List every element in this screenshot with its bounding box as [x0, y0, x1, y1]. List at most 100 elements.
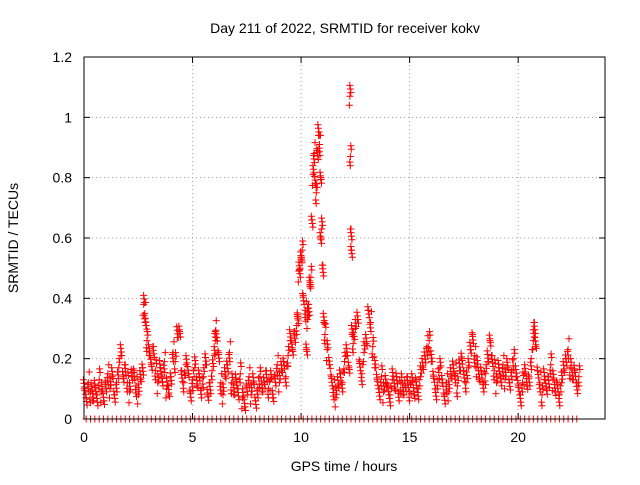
- data-point: [85, 368, 93, 376]
- data-point: [311, 159, 319, 167]
- data-point: [118, 352, 126, 360]
- data-point: [561, 369, 569, 377]
- data-point: [212, 317, 220, 325]
- data-point: [464, 375, 472, 383]
- data-point: [565, 335, 573, 343]
- data-point: [407, 381, 415, 389]
- data-point: [202, 361, 210, 369]
- data-point: [216, 358, 224, 366]
- data-point: [272, 382, 280, 390]
- data-point: [94, 402, 102, 410]
- data-point: [433, 396, 441, 404]
- y-tick-label: 1: [64, 109, 72, 125]
- data-point: [386, 391, 394, 399]
- data-point: [346, 162, 354, 170]
- data-point: [191, 364, 199, 372]
- data-point: [572, 372, 580, 380]
- data-point: [453, 393, 461, 401]
- data-point: [511, 349, 519, 357]
- data-point: [133, 393, 141, 401]
- data-point: [242, 407, 250, 415]
- data-point: [527, 355, 535, 363]
- data-point: [307, 282, 315, 290]
- data-point: [236, 379, 244, 387]
- data-point: [331, 403, 339, 411]
- data-point: [526, 382, 534, 390]
- y-axis-label: SRMTID / TECUs: [5, 183, 21, 293]
- data-point: [107, 381, 115, 389]
- x-tick-label: 10: [293, 429, 309, 445]
- data-point: [239, 392, 247, 400]
- data-point: [472, 343, 480, 351]
- data-point: [273, 361, 281, 369]
- data-point: [351, 335, 359, 343]
- data-point: [183, 359, 191, 367]
- data-point: [500, 352, 508, 360]
- data-point: [252, 404, 260, 412]
- data-point: [250, 381, 258, 389]
- data-point: [547, 361, 555, 369]
- data-point: [316, 151, 324, 159]
- data-point: [448, 375, 456, 383]
- data-point: [180, 379, 188, 387]
- data-point: [218, 400, 226, 408]
- data-point: [298, 257, 306, 265]
- data-point: [284, 352, 292, 360]
- data-point: [398, 373, 406, 381]
- data-point: [443, 390, 451, 398]
- data-point: [96, 369, 104, 377]
- data-point: [402, 387, 410, 395]
- data-point: [480, 368, 488, 376]
- data-point: [302, 317, 310, 325]
- data-point: [556, 402, 564, 410]
- data-point: [257, 367, 265, 375]
- data-point: [415, 396, 423, 404]
- data-point: [171, 358, 179, 366]
- data-point: [113, 368, 121, 376]
- data-point: [420, 366, 428, 374]
- data-point: [498, 382, 506, 390]
- data-point: [259, 388, 267, 396]
- data-point: [105, 394, 113, 402]
- data-point: [391, 387, 399, 395]
- data-point: [199, 384, 207, 392]
- data-point: [176, 333, 184, 341]
- data-point: [548, 353, 556, 361]
- data-point: [528, 366, 536, 374]
- data-point: [228, 379, 236, 387]
- data-point: [313, 183, 321, 191]
- data-point: [349, 340, 357, 348]
- data-point: [515, 387, 523, 395]
- x-tick-label: 5: [189, 429, 197, 445]
- data-point: [541, 376, 549, 384]
- data-point: [341, 358, 348, 366]
- data-point: [320, 272, 328, 280]
- data-point: [161, 349, 169, 357]
- data-point: [142, 299, 150, 307]
- data-point: [558, 375, 566, 383]
- data-point: [422, 359, 430, 367]
- data-point: [224, 368, 232, 376]
- data-point: [153, 390, 161, 398]
- data-point: [254, 394, 262, 402]
- data-point: [126, 386, 134, 394]
- data-point: [317, 234, 325, 242]
- data-point: [331, 376, 339, 384]
- data-point: [337, 377, 345, 385]
- data-point: [347, 145, 355, 153]
- data-point: [538, 402, 546, 410]
- data-point: [205, 396, 213, 404]
- data-point: [189, 387, 197, 395]
- data-point: [445, 388, 453, 396]
- data-point: [357, 367, 365, 375]
- data-point: [538, 391, 546, 399]
- data-point: [308, 266, 316, 274]
- data-point: [321, 331, 329, 339]
- data-point: [208, 367, 216, 375]
- data-point: [349, 349, 357, 357]
- data-point: [476, 378, 484, 386]
- data-point: [483, 364, 491, 372]
- data-point: [340, 369, 348, 377]
- data-point: [103, 388, 111, 396]
- data-point: [111, 398, 119, 406]
